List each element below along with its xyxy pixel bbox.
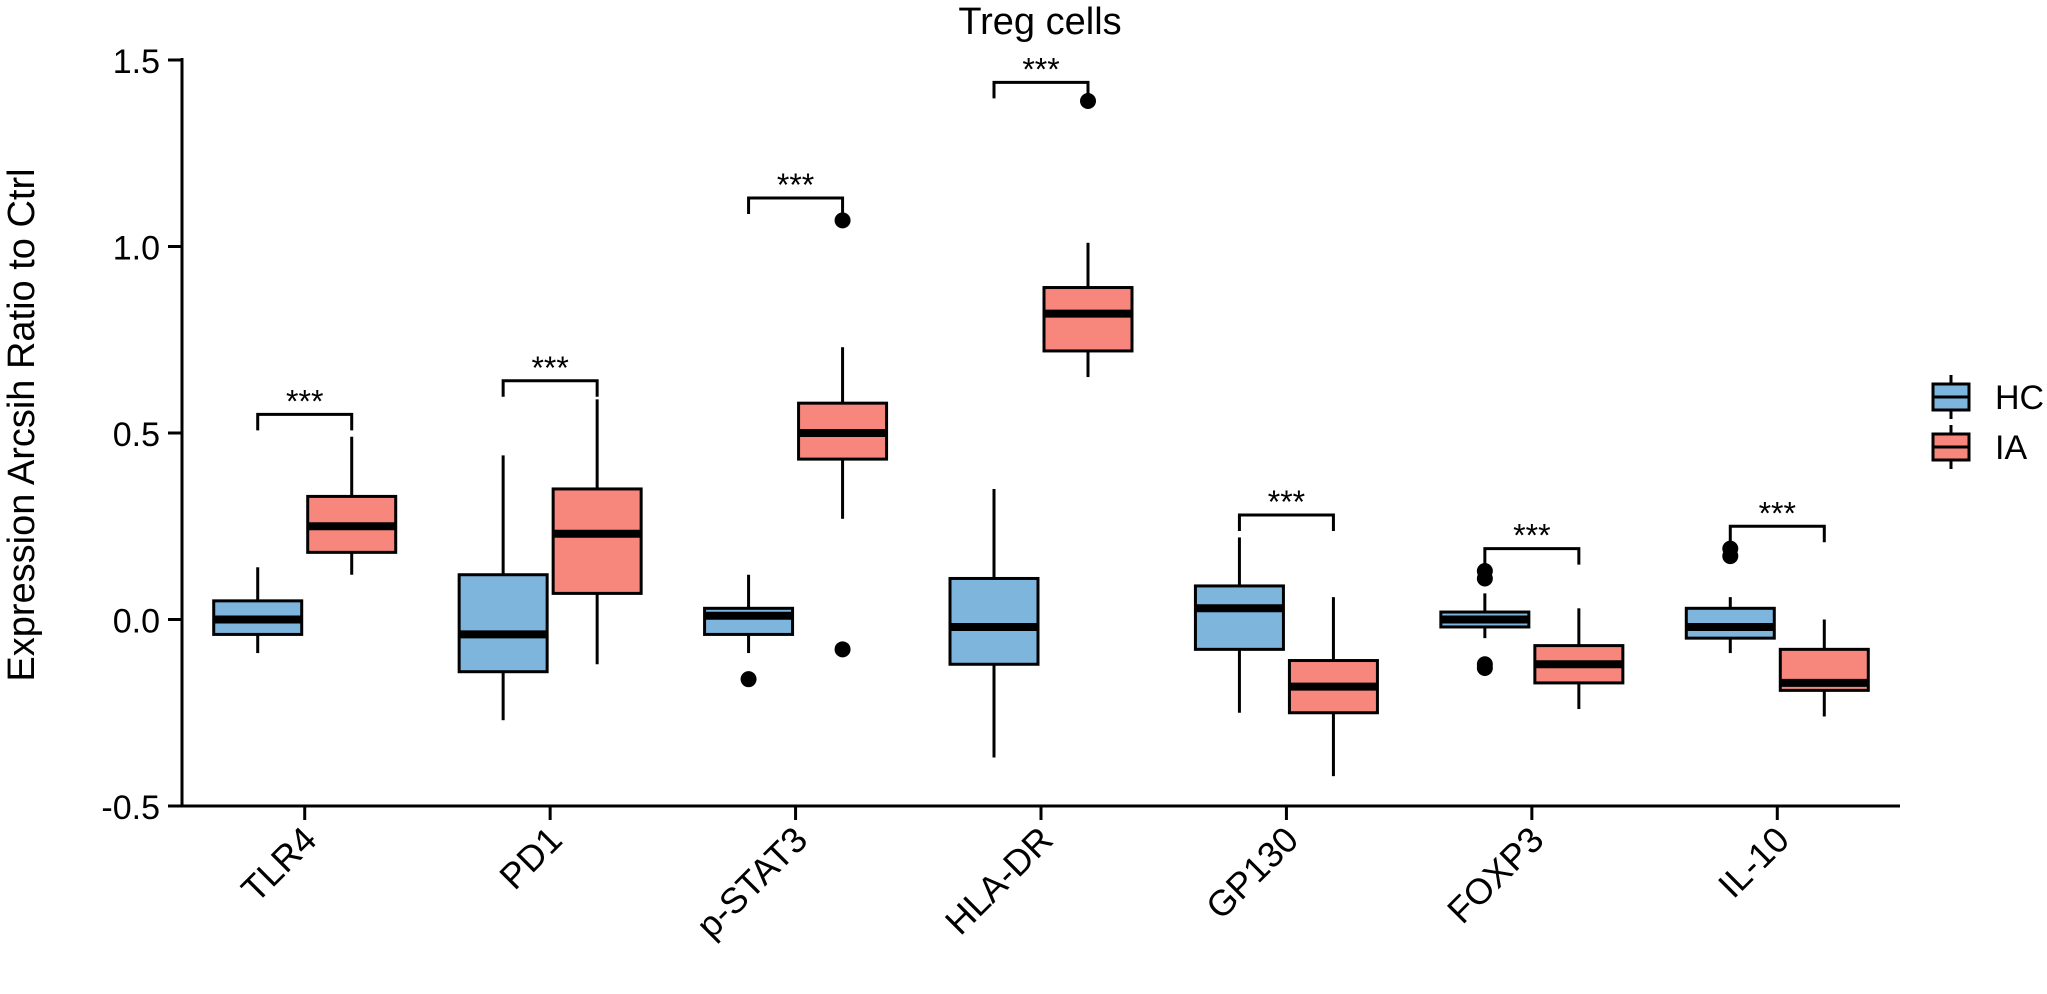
significance-il-10: *** [1728, 495, 1826, 543]
y-tick-label: 0.5 [113, 416, 160, 454]
significance-bracket [1483, 547, 1581, 565]
legend-label: IA [1995, 429, 2027, 467]
legend: HC IA [1931, 375, 2044, 469]
significance-label: *** [1022, 51, 1059, 87]
y-tick-label: 1.0 [113, 230, 160, 268]
legend-item-hc: HC [1931, 375, 2044, 419]
box-ia-tlr4 [306, 436, 398, 575]
significance-label: *** [1759, 495, 1796, 531]
outlier-point [1476, 570, 1493, 587]
significance-bracket [747, 196, 845, 215]
significance-label: *** [1513, 518, 1550, 554]
y-tick-label: -0.5 [101, 789, 160, 827]
outlier-point [1476, 659, 1493, 676]
x-tick-label: HLA-DR [937, 819, 1061, 943]
significance-label: *** [531, 350, 568, 386]
box-ia-pd1 [551, 399, 643, 665]
y-tick-label: 0.0 [113, 603, 160, 641]
boxes-layer [212, 93, 1870, 777]
box-ia-foxp3 [1533, 608, 1625, 710]
box-iqr [948, 576, 1040, 666]
box-hc-p-stat3 [703, 574, 795, 688]
y-tick-label: 1.5 [113, 43, 160, 81]
outlier-point [834, 212, 851, 229]
box-hc-foxp3 [1439, 563, 1531, 676]
box-iqr [1193, 584, 1285, 651]
box-iqr [1042, 286, 1134, 353]
significance-bracket [1728, 524, 1826, 543]
box-ia-il-10 [1778, 619, 1870, 717]
chart-title: Treg cells [958, 1, 1121, 43]
significance-bracket [256, 412, 354, 431]
significance-p-stat3: *** [747, 167, 845, 215]
outlier-point [1080, 93, 1096, 110]
legend-item-ia: IA [1931, 425, 2027, 469]
outlier-point [740, 671, 757, 688]
significance-label: *** [1268, 484, 1305, 520]
outlier-point [1722, 548, 1739, 565]
box-hc-il-10 [1684, 540, 1776, 654]
x-tick-label: PD1 [491, 819, 570, 898]
box-iqr [457, 573, 549, 674]
x-tick-labels: TLR4 PD1 p-STAT3 HLA-DR GP130 FOXP3 IL-10 [233, 806, 1797, 946]
significance-layer: *** *** *** *** *** *** *** [256, 51, 1826, 565]
y-axis-label: Expression Arcsih Ratio to Ctrl [1, 168, 43, 681]
box-hc-tlr4 [212, 567, 304, 654]
significance-pd1: *** [501, 350, 599, 397]
significance-tlr4: *** [256, 383, 354, 431]
box-ia-hla-dr [1042, 93, 1134, 378]
box-hc-pd1 [457, 455, 549, 721]
x-tick-label: p-STAT3 [688, 819, 815, 946]
legend-label: HC [1995, 379, 2044, 417]
box-ia-gp130 [1287, 597, 1379, 777]
significance-bracket [992, 80, 1090, 99]
significance-label: *** [286, 383, 323, 419]
x-tick-label: IL-10 [1710, 819, 1797, 906]
axes: -0.5 0.0 0.5 1.0 1.5 [101, 43, 1900, 827]
x-tick-label: GP130 [1198, 819, 1306, 927]
x-tick-label: TLR4 [233, 819, 324, 910]
box-hc-gp130 [1193, 537, 1285, 713]
significance-bracket [501, 379, 599, 397]
significance-gp130: *** [1237, 484, 1335, 532]
significance-hla-dr: *** [992, 51, 1090, 99]
x-tick-label: FOXP3 [1439, 819, 1551, 931]
box-ia-p-stat3 [797, 212, 889, 658]
outlier-point [834, 641, 851, 658]
significance-bracket [1237, 513, 1335, 532]
box-hc-hla-dr [948, 488, 1040, 758]
significance-label: *** [777, 167, 814, 203]
box-iqr [551, 487, 643, 595]
significance-foxp3: *** [1483, 518, 1581, 565]
